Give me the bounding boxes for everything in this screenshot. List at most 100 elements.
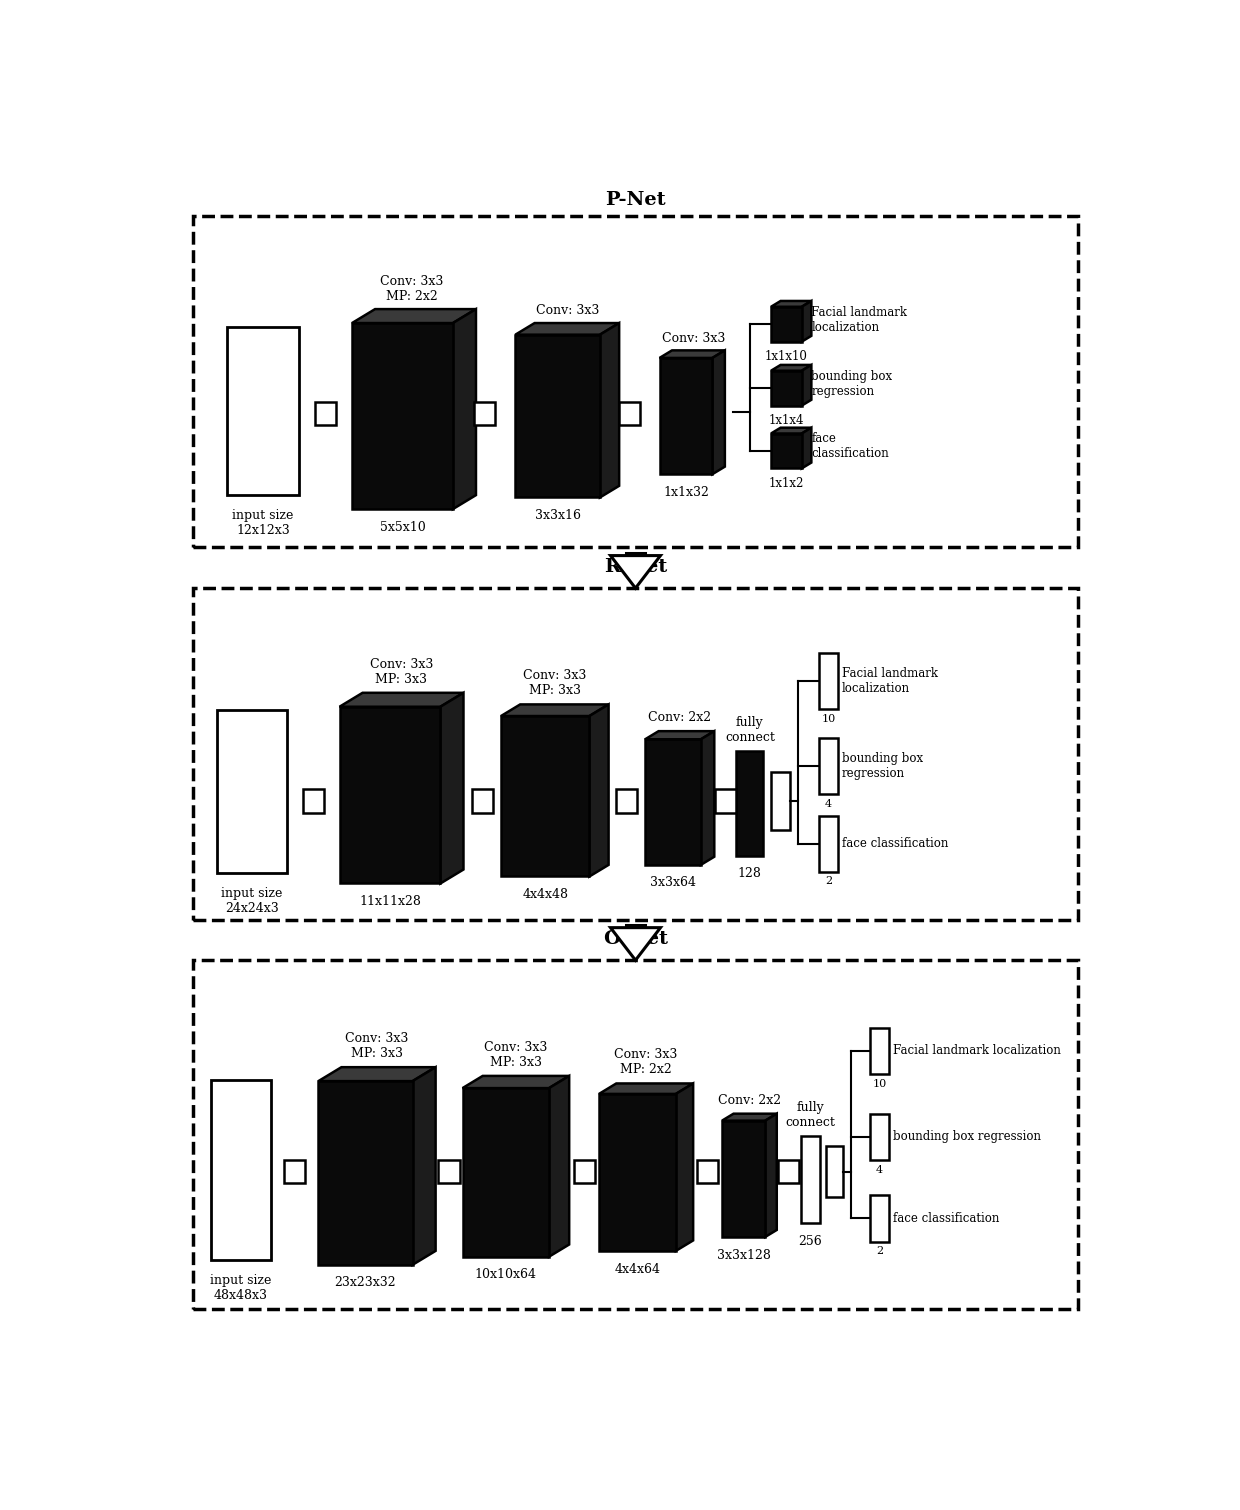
Polygon shape [660, 358, 713, 474]
Text: fully
connect: fully connect [785, 1101, 836, 1129]
Text: input size
48x48x3: input size 48x48x3 [211, 1274, 272, 1302]
Polygon shape [660, 350, 725, 358]
Polygon shape [610, 927, 661, 960]
Polygon shape [413, 1068, 435, 1265]
Polygon shape [501, 716, 589, 876]
Polygon shape [516, 335, 600, 497]
Text: R-Net: R-Net [604, 559, 667, 577]
Polygon shape [610, 556, 661, 587]
Polygon shape [820, 738, 838, 794]
Text: Conv: 3x3
MP: 3x3: Conv: 3x3 MP: 3x3 [523, 669, 587, 698]
Polygon shape [626, 926, 645, 927]
Polygon shape [599, 1093, 676, 1250]
Text: 5x5x10: 5x5x10 [379, 521, 425, 533]
Text: bounding box regression: bounding box regression [893, 1131, 1042, 1143]
Polygon shape [217, 710, 286, 873]
Polygon shape [771, 300, 811, 307]
Polygon shape [319, 1081, 413, 1265]
Text: 1x1x4: 1x1x4 [769, 414, 804, 427]
Text: Conv: 3x3
MP: 3x3: Conv: 3x3 MP: 3x3 [484, 1040, 548, 1069]
Polygon shape [713, 350, 725, 474]
Text: Conv: 3x3: Conv: 3x3 [536, 304, 599, 317]
Polygon shape [645, 731, 714, 740]
Text: face classification: face classification [893, 1213, 999, 1225]
Polygon shape [599, 1084, 693, 1093]
Text: Conv: 3x3
MP: 2x2: Conv: 3x3 MP: 2x2 [614, 1048, 678, 1077]
Polygon shape [340, 707, 440, 883]
Text: P-Net: P-Net [605, 190, 666, 208]
Polygon shape [737, 750, 764, 856]
Text: 2: 2 [825, 876, 832, 886]
Polygon shape [303, 790, 324, 812]
Text: Facial landmark
localization: Facial landmark localization [811, 305, 908, 334]
Polygon shape [870, 1194, 889, 1241]
Text: 10: 10 [873, 1078, 887, 1089]
Polygon shape [820, 815, 838, 871]
Text: bounding box
regression: bounding box regression [842, 752, 924, 781]
Text: Conv: 3x3
MP: 2x2: Conv: 3x3 MP: 2x2 [381, 275, 444, 304]
Text: 4: 4 [875, 1164, 883, 1175]
Polygon shape [227, 326, 299, 495]
Polygon shape [802, 365, 811, 406]
Text: 4x4x64: 4x4x64 [615, 1262, 661, 1276]
Polygon shape [211, 1080, 272, 1261]
Polygon shape [616, 790, 637, 812]
Polygon shape [340, 693, 464, 707]
Text: bounding box
regression: bounding box regression [811, 370, 893, 397]
Polygon shape [820, 654, 838, 710]
Text: Conv: 2x2: Conv: 2x2 [718, 1093, 781, 1107]
Polygon shape [802, 427, 811, 468]
Text: 3x3x16: 3x3x16 [534, 509, 580, 522]
Polygon shape [722, 1114, 776, 1120]
Text: 11x11x28: 11x11x28 [360, 895, 420, 908]
Polygon shape [771, 365, 811, 371]
Text: fully
connect: fully connect [725, 716, 775, 744]
Polygon shape [771, 433, 802, 468]
Text: face
classification: face classification [811, 432, 889, 461]
Polygon shape [352, 310, 476, 323]
Polygon shape [779, 1160, 800, 1184]
Text: 4: 4 [825, 799, 832, 808]
Polygon shape [619, 402, 640, 426]
Polygon shape [697, 1160, 718, 1184]
Polygon shape [501, 704, 609, 716]
Text: 10x10x64: 10x10x64 [475, 1268, 537, 1282]
Polygon shape [626, 553, 645, 556]
Text: Facial landmark localization: Facial landmark localization [893, 1045, 1061, 1057]
Polygon shape [870, 1028, 889, 1074]
Polygon shape [463, 1077, 569, 1089]
Text: Facial landmark
localization: Facial landmark localization [842, 667, 939, 695]
Polygon shape [319, 1068, 435, 1081]
Text: 1x1x10: 1x1x10 [765, 350, 807, 362]
Polygon shape [701, 731, 714, 865]
Text: Conv: 3x3: Conv: 3x3 [662, 332, 725, 344]
Polygon shape [453, 310, 476, 509]
Polygon shape [771, 371, 802, 406]
Polygon shape [765, 1114, 776, 1237]
Text: input size
12x12x3: input size 12x12x3 [232, 509, 294, 538]
Text: 1x1x2: 1x1x2 [769, 477, 804, 489]
Polygon shape [440, 693, 464, 883]
Polygon shape [645, 740, 701, 865]
Text: 128: 128 [738, 867, 761, 880]
Polygon shape [439, 1160, 460, 1184]
Polygon shape [870, 1114, 889, 1160]
Text: 256: 256 [799, 1235, 822, 1247]
Polygon shape [574, 1160, 595, 1184]
Polygon shape [352, 323, 453, 509]
Polygon shape [471, 790, 492, 812]
Polygon shape [549, 1077, 569, 1256]
Polygon shape [676, 1084, 693, 1250]
Polygon shape [474, 402, 495, 426]
Polygon shape [826, 1146, 843, 1197]
Text: 4x4x48: 4x4x48 [522, 888, 568, 901]
Polygon shape [714, 790, 735, 812]
Text: Conv: 3x3
MP: 3x3: Conv: 3x3 MP: 3x3 [345, 1033, 409, 1060]
Polygon shape [801, 1136, 820, 1223]
Polygon shape [771, 307, 802, 341]
Polygon shape [600, 323, 619, 497]
Text: 2: 2 [875, 1246, 883, 1256]
Text: input size
24x24x3: input size 24x24x3 [222, 886, 283, 915]
Polygon shape [802, 300, 811, 341]
Text: Conv: 3x3
MP: 3x3: Conv: 3x3 MP: 3x3 [370, 658, 433, 686]
